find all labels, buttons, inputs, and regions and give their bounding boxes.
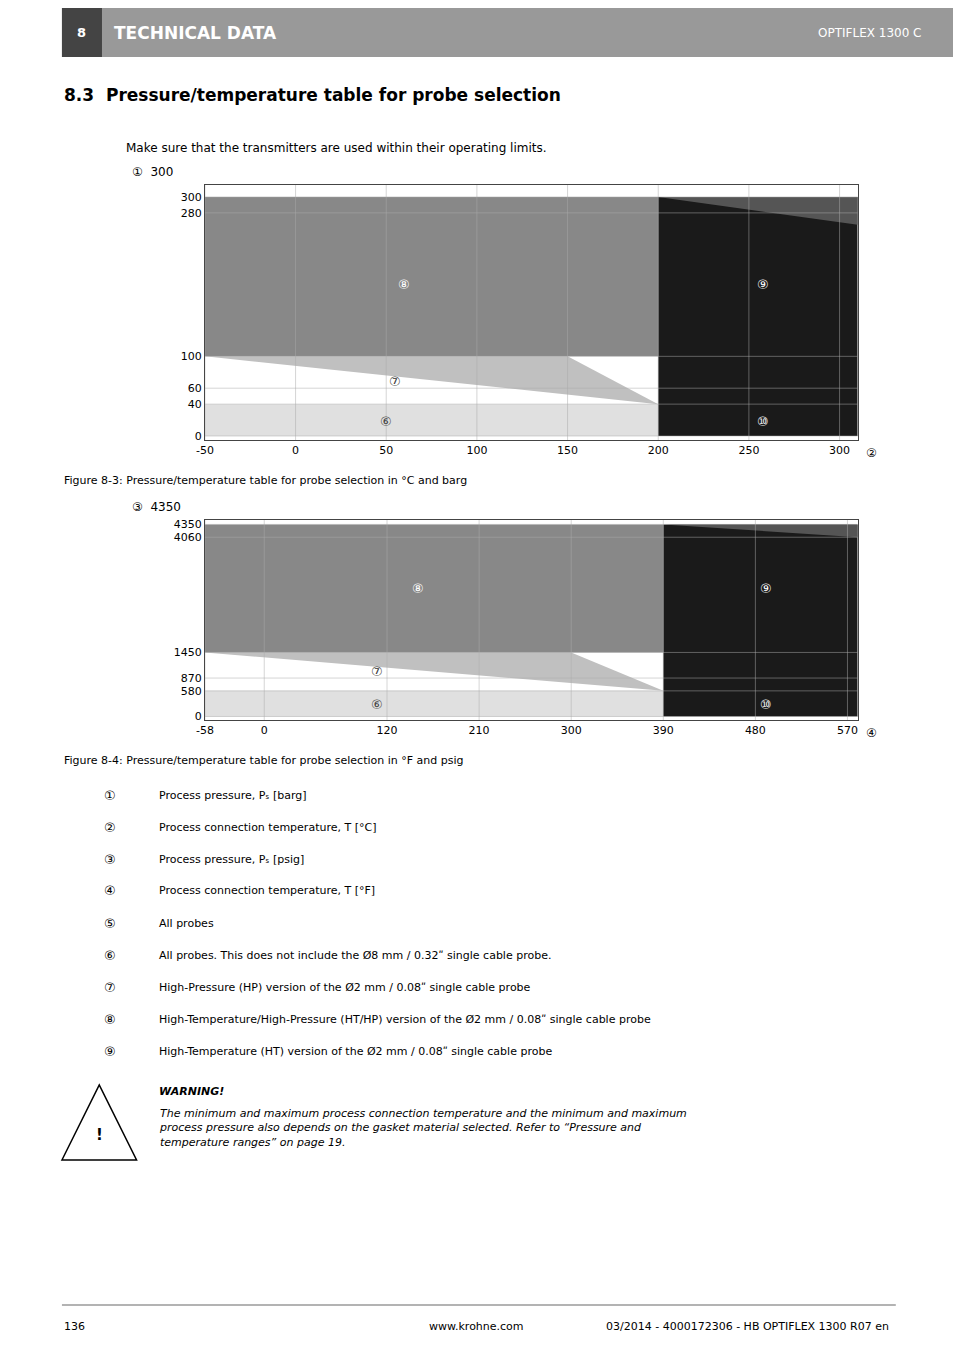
svg-text:03/2014 - 4000172306 - HB OPTI: 03/2014 - 4000172306 - HB OPTIFLEX 1300 …	[606, 1320, 889, 1333]
svg-text:⑦: ⑦	[371, 664, 383, 679]
svg-text:⑧: ⑧	[398, 277, 410, 292]
svg-text:0: 0	[195, 710, 202, 723]
svg-text:-50: -50	[196, 444, 214, 457]
svg-text:①: ①	[104, 788, 116, 803]
svg-text:0: 0	[195, 430, 202, 443]
svg-text:Process connection temperature: Process connection temperature, T [°C]	[159, 821, 376, 834]
svg-text:390: 390	[653, 724, 674, 737]
svg-text:Figure 8-4: Pressure/temperatu: Figure 8-4: Pressure/temperature table f…	[64, 754, 464, 767]
svg-text:Process pressure, Pₛ [barg]: Process pressure, Pₛ [barg]	[159, 789, 307, 802]
svg-text:⑩: ⑩	[760, 697, 772, 712]
svg-text:WARNING!: WARNING!	[159, 1085, 224, 1098]
svg-text:280: 280	[181, 207, 202, 220]
svg-text:www.krohne.com: www.krohne.com	[429, 1320, 524, 1333]
svg-text:100: 100	[466, 444, 487, 457]
svg-text:0: 0	[261, 724, 268, 737]
svg-text:120: 120	[377, 724, 398, 737]
svg-text:200: 200	[648, 444, 669, 457]
svg-text:!: !	[96, 1126, 103, 1144]
svg-text:-58: -58	[196, 724, 214, 737]
svg-text:⑤: ⑤	[104, 916, 116, 931]
svg-text:40: 40	[188, 398, 202, 411]
svg-text:⑨: ⑨	[104, 1044, 116, 1059]
svg-text:210: 210	[469, 724, 490, 737]
svg-text:High-Pressure (HP) version of: High-Pressure (HP) version of the Ø2 mm …	[159, 981, 531, 994]
svg-text:300: 300	[561, 724, 582, 737]
svg-text:Process connection temperature: Process connection temperature, T [°F]	[159, 884, 375, 897]
svg-text:480: 480	[745, 724, 766, 737]
svg-text:OPTIFLEX 1300 C: OPTIFLEX 1300 C	[818, 26, 922, 40]
svg-text:60: 60	[188, 382, 202, 395]
svg-text:The minimum and maximum proces: The minimum and maximum process connecti…	[159, 1107, 687, 1149]
svg-text:⑦: ⑦	[389, 374, 401, 389]
svg-text:50: 50	[379, 444, 393, 457]
svg-text:⑨: ⑨	[760, 581, 772, 596]
svg-text:④: ④	[866, 726, 877, 740]
svg-text:⑨: ⑨	[757, 277, 769, 292]
svg-text:250: 250	[738, 444, 759, 457]
svg-text:870: 870	[181, 672, 202, 685]
svg-text:⑥: ⑥	[104, 948, 116, 963]
svg-text:⑩: ⑩	[757, 414, 769, 429]
svg-text:All probes. This does not incl: All probes. This does not include the Ø8…	[159, 949, 551, 962]
svg-text:②: ②	[104, 820, 116, 835]
svg-text:136: 136	[64, 1320, 85, 1333]
svg-text:⑥: ⑥	[371, 697, 383, 712]
svg-text:High-Temperature/High-Pressure: High-Temperature/High-Pressure (HT/HP) v…	[159, 1013, 651, 1026]
svg-text:0: 0	[292, 444, 299, 457]
svg-text:⑥: ⑥	[380, 414, 392, 429]
svg-text:300: 300	[829, 444, 850, 457]
svg-text:High-Temperature (HT) version: High-Temperature (HT) version of the Ø2 …	[159, 1045, 552, 1058]
svg-text:4350: 4350	[174, 518, 202, 531]
svg-text:Make sure that the transmitter: Make sure that the transmitters are used…	[126, 141, 547, 155]
svg-text:300: 300	[181, 191, 202, 204]
svg-text:150: 150	[557, 444, 578, 457]
svg-text:570: 570	[837, 724, 858, 737]
svg-text:④: ④	[104, 883, 116, 898]
svg-text:Figure 8-3: Pressure/temperatu: Figure 8-3: Pressure/temperature table f…	[64, 474, 467, 487]
svg-text:②: ②	[866, 446, 877, 460]
svg-text:8.3 Pressure/temperature tabl: 8.3 Pressure/temperature table for probe…	[64, 85, 561, 105]
svg-text:4060: 4060	[174, 531, 202, 544]
svg-text:All probes: All probes	[159, 917, 214, 930]
svg-text:③: ③	[104, 852, 116, 867]
svg-text:1450: 1450	[174, 646, 202, 659]
svg-text:580: 580	[181, 685, 202, 698]
svg-text:8: 8	[77, 25, 86, 40]
svg-text:TECHNICAL DATA: TECHNICAL DATA	[114, 23, 277, 43]
svg-text:③ 4350: ③ 4350	[132, 500, 181, 514]
svg-text:⑦: ⑦	[104, 980, 116, 995]
svg-text:⑧: ⑧	[104, 1012, 116, 1027]
svg-text:① 300: ① 300	[132, 165, 173, 179]
svg-text:100: 100	[181, 350, 202, 363]
svg-text:Process pressure, Pₛ [psig]: Process pressure, Pₛ [psig]	[159, 853, 304, 866]
svg-text:⑧: ⑧	[412, 581, 424, 596]
